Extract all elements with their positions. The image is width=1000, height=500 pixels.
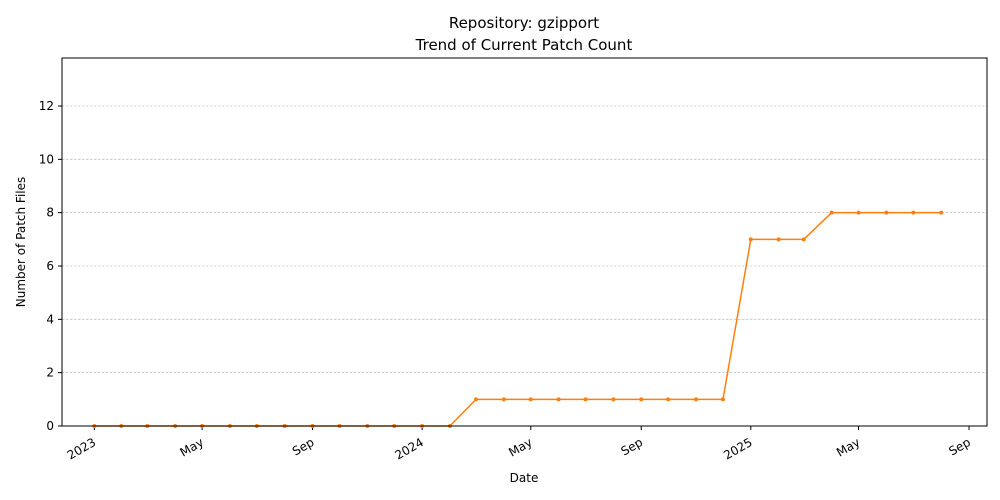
x-tick-label: 2023 [65,435,98,462]
data-point [884,210,889,215]
x-tick-label: Sep [290,435,317,458]
data-point [666,397,671,402]
y-axis-label: Number of Patch Files [14,177,28,308]
x-tick-label: 2024 [393,435,426,462]
data-point [748,237,753,242]
x-tick-label: May [178,435,206,460]
y-axis: 0 2 4 6 8 10 12 [39,99,62,433]
y-tick-label: 12 [39,99,54,113]
x-tick-label: Sep [619,435,646,458]
data-point [801,237,806,242]
x-tick-label: Sep [946,435,973,458]
x-tick-label: May [834,435,862,460]
x-axis-label: Date [510,471,539,485]
data-point [556,397,561,402]
data-point [611,397,616,402]
x-tick-label: May [506,435,534,460]
y-tick-label: 6 [46,259,54,273]
data-point [776,237,781,242]
data-point [501,397,506,402]
y-tick-label: 8 [46,206,54,220]
plot-frame [61,57,988,427]
y-tick-label: 0 [46,419,54,433]
chart-subtitle: Trend of Current Patch Count [415,36,633,54]
data-point [911,210,916,215]
y-tick-label: 2 [46,366,54,380]
data-point [694,397,699,402]
data-point [720,397,725,402]
x-tick-label: 2025 [721,435,754,462]
data-point [583,397,588,402]
data-point [474,397,479,402]
grid [62,105,987,373]
chart-title: Repository: gzipport [449,14,599,32]
x-axis: 2023 May Sep 2024 May Sep 2025 May Sep [65,426,973,462]
data-point [939,210,944,215]
data-point [829,210,834,215]
data-point [639,397,644,402]
y-tick-label: 4 [46,312,54,326]
data-point [528,397,533,402]
y-tick-label: 10 [39,152,54,166]
data-point [856,210,861,215]
